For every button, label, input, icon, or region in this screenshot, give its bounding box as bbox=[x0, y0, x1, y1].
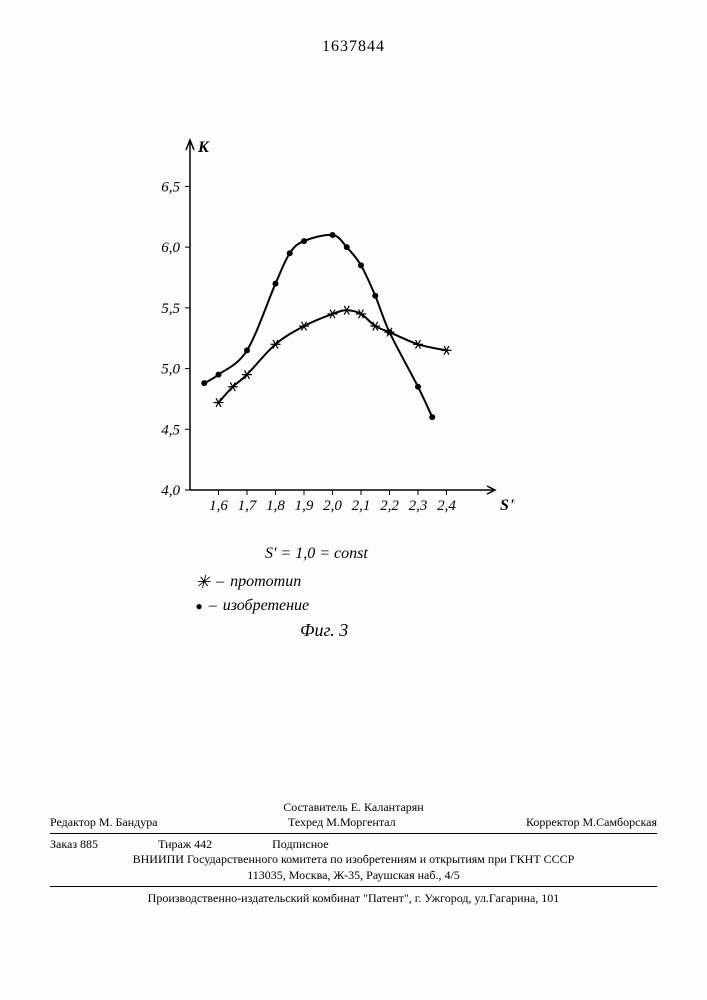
svg-text:2,1: 2,1 bbox=[352, 498, 371, 514]
svg-text:4,0: 4,0 bbox=[161, 483, 180, 499]
legend-dash: – bbox=[209, 595, 217, 617]
divider bbox=[50, 886, 657, 887]
svg-text:К: К bbox=[197, 139, 210, 156]
footer-publisher: Производственно-издательский комбинат "П… bbox=[50, 891, 657, 906]
page: 1637844 4,0 4,5 5,0 5,5 6,0 6,5 1,6 1,7 1,8 1,9 2,… bbox=[0, 0, 707, 1000]
svg-text:1,6: 1,6 bbox=[209, 498, 228, 514]
svg-text:5,0: 5,0 bbox=[161, 362, 180, 378]
legend-dash: – bbox=[216, 571, 224, 593]
footer-row-credits: Редактор М. Бандура Техред М.Моргентал К… bbox=[50, 815, 657, 830]
footer-tech-editor: Техред М.Моргентал bbox=[288, 815, 396, 830]
chart: 4,0 4,5 5,0 5,5 6,0 6,5 1,6 1,7 1,8 1,9 2,0 2,1 2,2 2… bbox=[135, 130, 515, 610]
svg-text:1,9: 1,9 bbox=[295, 498, 314, 514]
svg-text:2,4: 2,4 bbox=[437, 498, 456, 514]
chart-subtitle: S' = 1,0 = const bbox=[265, 545, 368, 563]
footer-editor: Редактор М. Бандура bbox=[50, 815, 158, 830]
svg-text:5,5: 5,5 bbox=[161, 301, 180, 317]
legend-dot-row: • – изобретение bbox=[195, 595, 309, 617]
footer: Составитель Е. Калантарян Редактор М. Ба… bbox=[50, 800, 657, 906]
figure-label: Фиг. 3 bbox=[300, 620, 348, 641]
footer-corrector: Корректор М.Самборская bbox=[526, 815, 657, 830]
svg-text:6,0: 6,0 bbox=[161, 240, 180, 256]
svg-text:2,3: 2,3 bbox=[409, 498, 428, 514]
svg-text:6,5: 6,5 bbox=[161, 179, 180, 195]
patent-number: 1637844 bbox=[0, 38, 707, 56]
svg-text:S": S" bbox=[500, 497, 515, 514]
footer-subscription: Подписное bbox=[272, 837, 329, 852]
footer-compositor: Составитель Е. Калантарян bbox=[50, 800, 657, 815]
footer-row-order: Заказ 885 Тираж 442 Подписное bbox=[50, 837, 657, 852]
footer-org-name: ВНИИПИ Государственного комитета по изоб… bbox=[50, 852, 657, 868]
legend-asterisk-label: прототип bbox=[230, 571, 301, 593]
footer-org: ВНИИПИ Государственного комитета по изоб… bbox=[50, 852, 657, 883]
svg-text:1,7: 1,7 bbox=[238, 498, 258, 514]
footer-print-run: Тираж 442 bbox=[158, 837, 212, 852]
dot-icon: • bbox=[195, 598, 203, 616]
footer-order-no: Заказ 885 bbox=[50, 837, 98, 852]
legend-dot-label: изобретение bbox=[223, 595, 309, 617]
svg-text:2,0: 2,0 bbox=[323, 498, 342, 514]
legend-asterisk-row: ✳ – прототип bbox=[195, 570, 309, 595]
svg-text:1,8: 1,8 bbox=[266, 498, 285, 514]
divider bbox=[50, 833, 657, 834]
footer-org-addr: 113035, Москва, Ж-35, Раушская наб., 4/5 bbox=[50, 868, 657, 884]
svg-text:2,2: 2,2 bbox=[380, 498, 399, 514]
asterisk-icon: ✳ bbox=[195, 570, 210, 595]
legend: ✳ – прототип • – изобретение bbox=[195, 570, 309, 618]
svg-text:4,5: 4,5 bbox=[161, 422, 180, 438]
chart-svg: 4,0 4,5 5,0 5,5 6,0 6,5 1,6 1,7 1,8 1,9 2,0 2,1 2,2 2… bbox=[135, 130, 515, 540]
